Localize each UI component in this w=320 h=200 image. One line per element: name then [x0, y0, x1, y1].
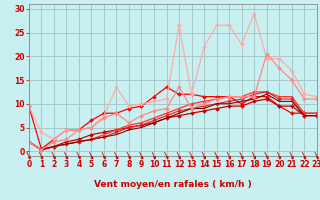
- X-axis label: Vent moyen/en rafales ( km/h ): Vent moyen/en rafales ( km/h ): [94, 180, 252, 189]
